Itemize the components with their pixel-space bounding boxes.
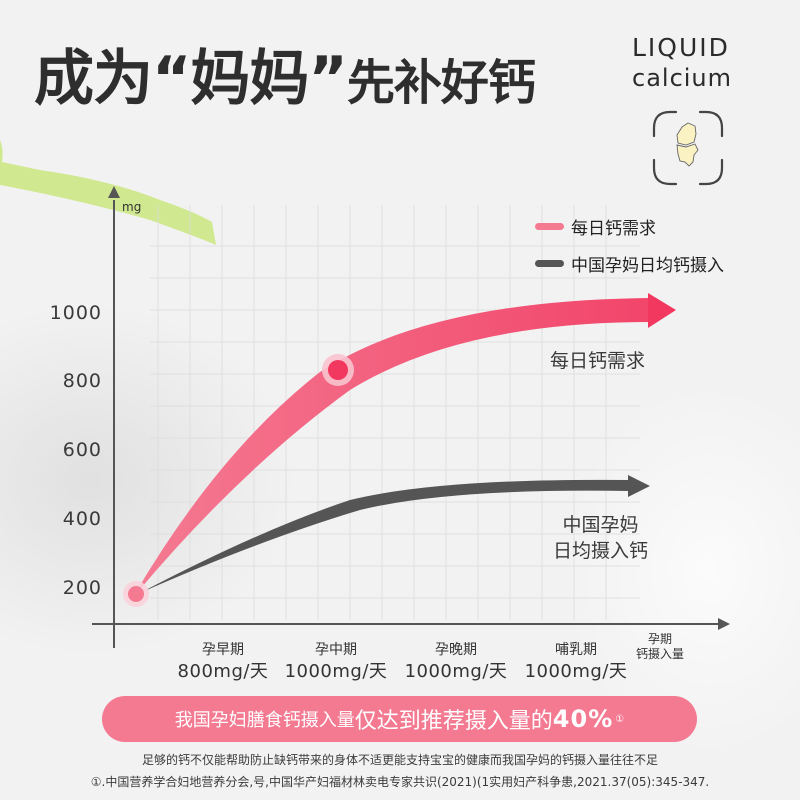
intake-series-label: 中国孕妈 日均摄入钙 (553, 512, 648, 564)
brand-line2: calcium (632, 64, 733, 92)
x-category: 孕中期 1000mg/天 (276, 640, 396, 684)
demand-series-label: 每日钙需求 (550, 350, 646, 372)
y-tick: 200 (62, 577, 102, 599)
x-category-name: 孕晚期 (435, 642, 477, 658)
banner-percent: 40% (552, 705, 614, 733)
demand-curve (136, 298, 650, 594)
x-category-value: 1000mg/天 (404, 661, 508, 682)
title-part2: 先补好钙 (346, 55, 536, 111)
y-tick: 400 (62, 508, 102, 530)
start-point (128, 586, 144, 602)
banner-part2: 仅达到推荐摄入量的 (354, 709, 553, 734)
y-axis-unit: mg (122, 200, 142, 214)
x-category-name: 孕中期 (315, 642, 357, 658)
x-axis-arrow-icon (718, 618, 730, 630)
title-part1: 成为 (34, 44, 153, 114)
intake-label-line2: 日均摄入钙 (553, 540, 649, 562)
green-brush-stroke (0, 140, 216, 245)
y-tick: 600 (62, 439, 102, 461)
x-category-value: 800mg/天 (177, 661, 269, 682)
demand-arrow-head-icon (648, 293, 676, 328)
banner-footnote-marker: ① (615, 713, 625, 725)
legend-item-demand: 每日钙需求 (535, 208, 724, 245)
bone-joint-icon (652, 110, 724, 186)
x-category-value: 1000mg/天 (284, 661, 388, 682)
legend-swatch-gray (535, 260, 564, 267)
x-category: 孕早期 800mg/天 (163, 640, 283, 684)
chart-legend: 每日钙需求 中国孕妈日均钙摄入 (535, 208, 724, 282)
x-axis-title-line1: 孕期 (647, 632, 672, 646)
grid (150, 205, 640, 620)
legend-label: 中国孕妈日均钙摄入 (571, 256, 724, 276)
x-category: 孕晚期 1000mg/天 (396, 640, 516, 684)
legend-swatch-pink (535, 223, 564, 230)
highlight-banner: 我国孕妇膳食钙摄入量 仅达到推荐摄入量的 40% ① (102, 696, 697, 742)
legend-label: 每日钙需求 (571, 219, 656, 239)
x-category-name: 哺乳期 (555, 642, 597, 658)
title-quote: “妈妈” (152, 44, 348, 114)
intake-label-line1: 中国孕妈 (562, 514, 639, 536)
x-category-name: 孕早期 (202, 642, 244, 658)
intake-arrow-head-icon (628, 475, 650, 497)
banner-part1: 我国孕妇膳食钙摄入量 (174, 710, 355, 731)
x-category: 哺乳期 1000mg/天 (516, 640, 636, 684)
brand-logo: LIQUID calcium (632, 34, 732, 94)
footer-line1: 足够的钙不仅能帮助防止缺钙带来的身体不适更能支持宝宝的健康而我国孕妈的钙摄入量往… (141, 753, 658, 767)
y-axis-arrow-icon (108, 186, 120, 198)
brand-line1: LIQUID (632, 33, 730, 62)
y-tick: 800 (62, 370, 102, 392)
y-tick: 1000 (49, 302, 102, 324)
x-axis-title: 孕期 钙摄入量 (620, 632, 700, 662)
demand-point (328, 360, 348, 380)
page-title: 成为“妈妈”先补好钙 (34, 30, 536, 117)
x-category-value: 1000mg/天 (524, 661, 628, 682)
legend-item-intake: 中国孕妈日均钙摄入 (535, 245, 724, 282)
x-axis-title-line2: 钙摄入量 (635, 647, 684, 661)
intake-curve (140, 479, 630, 593)
footer-citation: ①.中国营养学合妇地营养分会,号,中国华产妇福材林卖电专家共识(2021)(1实… (90, 775, 710, 789)
